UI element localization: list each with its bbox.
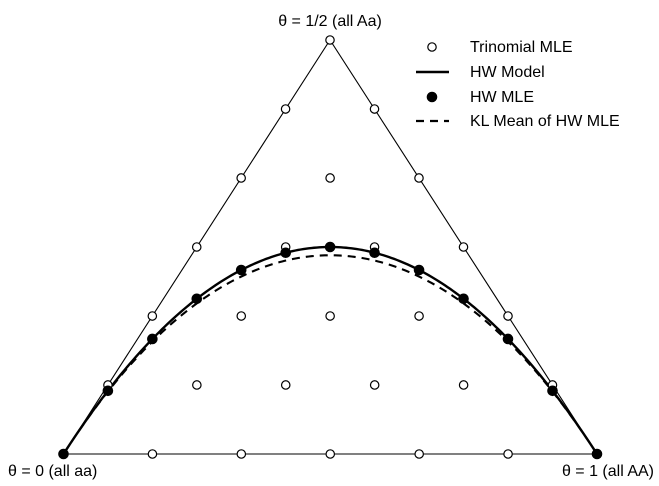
hw-mle-point [280,247,291,259]
hw-mle-point [547,385,558,397]
trinomial-mle-point [503,449,513,459]
legend-label-hw-model: HW Model [470,64,545,81]
trinomial-mle-point [369,104,380,114]
hw-mle-point [591,448,603,460]
trinomial-mle-point [191,242,202,252]
legend-swatch-trinomial-mle [427,42,437,52]
trinomial-mle-point [458,242,469,252]
trinomial-mle-point [236,449,247,459]
trinomial-mle-point [280,380,291,390]
trinomial-mle-point [414,173,424,183]
hw-mle-point [413,264,425,276]
trinomial-mle-point [325,449,336,459]
trinomial-mle-point [236,173,246,183]
trinomial-mle-point [147,311,158,321]
kl-mean-curve [62,254,598,455]
hw-mle-point [502,333,514,345]
hw-mle-point [102,385,114,397]
trinomial-mle-point [414,311,424,321]
vertex-label-right: θ = 1 (all AA) [562,463,654,480]
trinomial-mle-point [414,449,424,459]
curves-layer [62,245,599,455]
trinomial-mle-point [280,104,291,114]
hw-mle-point [147,333,158,345]
trinomial-mle-point [458,380,469,390]
trinomial-mle-point [325,35,335,45]
trinomial-mle-point [325,173,335,183]
trinomial-mle-point [325,311,335,321]
hw-mle-point [191,293,203,305]
trinomial-mle-point [147,449,158,459]
vertex-label-left: θ = 0 (all aa) [8,463,97,480]
trinomial-mle-point [503,311,513,321]
markers-layer [58,35,603,460]
legend-label-kl-mean: KL Mean of HW MLE [470,113,620,130]
hw-mle-point [235,264,247,276]
hw-mle-point [458,293,469,305]
trinomial-mle-point [192,380,202,390]
legend-swatch-hw-mle [426,91,438,103]
hw-mle-point [324,241,336,253]
legend-label-hw-mle: HW MLE [470,89,534,106]
legend: Trinomial MLE HW Model HW MLE KL Mean of… [416,39,620,130]
vertex-label-top: θ = 1/2 (all Aa) [278,13,382,30]
hw-mle-point [58,448,69,460]
trinomial-mle-point [236,311,247,321]
legend-label-trinomial-mle: Trinomial MLE [470,39,573,56]
hw-mle-point [369,247,380,259]
trinomial-mle-point [369,380,380,390]
